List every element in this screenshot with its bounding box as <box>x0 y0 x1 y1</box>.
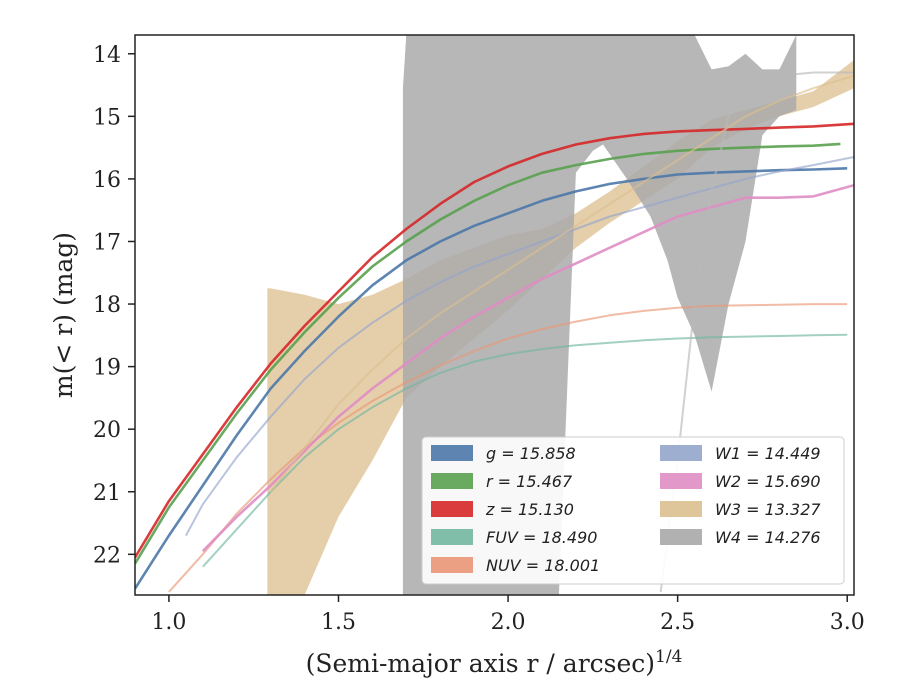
legend-swatch <box>660 501 702 517</box>
legend-label: NUV = 18.001 <box>486 556 600 575</box>
series-line-w4 <box>659 71 854 593</box>
x-tick-label: 2.5 <box>660 610 695 635</box>
legend-swatch <box>660 473 702 489</box>
series-line-nuv <box>168 303 848 593</box>
y-tick-label: 19 <box>93 356 121 381</box>
x-axis-label: (Semi-major axis r / arcsec)1/4 <box>306 647 683 678</box>
y-tick-label: 18 <box>93 293 121 318</box>
legend-label: W4 = 14.276 <box>715 528 821 547</box>
series-lines <box>135 71 854 593</box>
legend-label: W2 = 15.690 <box>715 472 821 491</box>
legend-swatch <box>431 473 473 489</box>
legend-label: r = 15.467 <box>486 472 573 491</box>
legend-box <box>421 436 845 585</box>
legend-swatch <box>660 529 702 545</box>
series-line-z <box>135 122 854 559</box>
series-line-r <box>135 142 841 565</box>
series-line-fuv <box>202 333 848 568</box>
legend-label: W1 = 14.449 <box>715 444 821 463</box>
y-axis-label: m(< r) (mag) <box>49 232 78 398</box>
plot-frame <box>134 34 855 596</box>
legend-label: g = 15.858 <box>486 444 576 463</box>
legend-swatch <box>431 557 473 573</box>
x-axis-ticks: 1.0 1.5 2.0 2.5 3.0 <box>151 595 865 635</box>
legend-swatch <box>431 501 473 517</box>
legend-swatch <box>431 445 473 461</box>
legend-swatch <box>431 529 473 545</box>
x-tick-label: 2.0 <box>491 610 526 635</box>
legend-label: W3 = 13.327 <box>715 500 821 519</box>
legend-label: FUV = 18.490 <box>486 528 597 547</box>
series-line-w2 <box>201 183 854 553</box>
series-line-w1 <box>185 156 854 537</box>
legend: g = 15.858 r = 15.467 z = 15.130 FUV = 18.4… <box>421 436 845 585</box>
y-tick-label: 21 <box>93 481 121 506</box>
y-tick-label: 15 <box>93 105 121 130</box>
y-tick-label: 16 <box>93 168 121 193</box>
legend-swatch <box>660 445 702 461</box>
y-tick-label: 20 <box>93 418 121 443</box>
y-tick-label: 14 <box>93 43 121 68</box>
band-w3 <box>267 60 854 595</box>
x-tick-label: 1.5 <box>321 610 356 635</box>
series-line-w3 <box>269 74 854 493</box>
y-tick-label: 17 <box>93 230 121 255</box>
x-tick-label: 3.0 <box>830 610 865 635</box>
legend-label: z = 15.130 <box>485 500 574 519</box>
y-axis-ticks: 14 15 16 17 18 19 20 21 22 <box>93 43 135 568</box>
x-tick-label: 1.0 <box>151 610 186 635</box>
series-line-g <box>135 167 848 590</box>
y-tick-label: 22 <box>93 543 121 568</box>
